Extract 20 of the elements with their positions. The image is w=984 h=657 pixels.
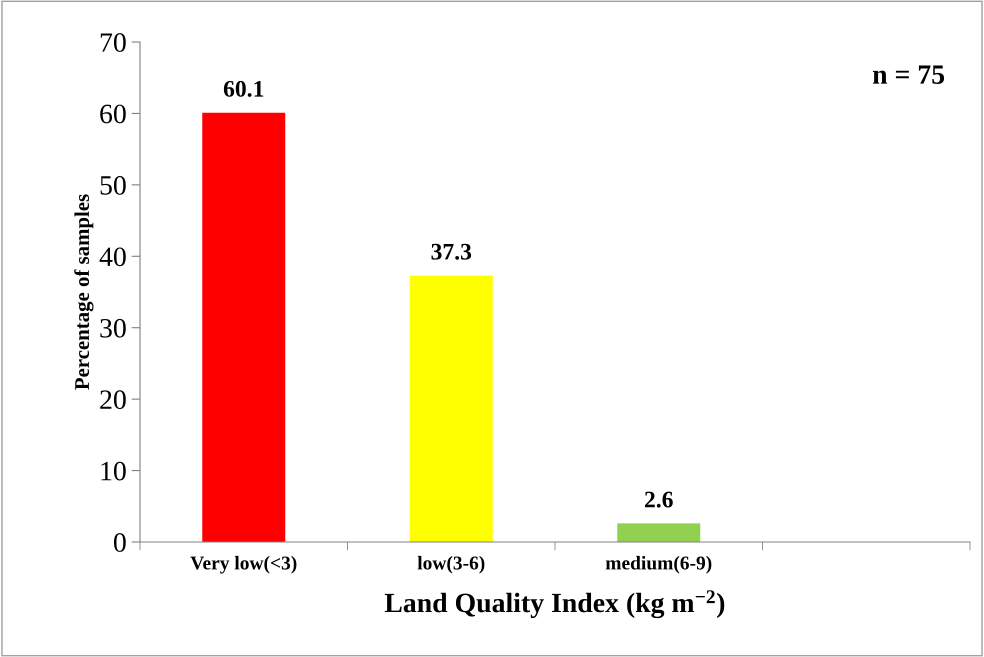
x-tick-label: medium(6-9) <box>606 556 712 574</box>
y-tick-label: 20 <box>100 390 126 410</box>
y-tick-label: 30 <box>100 318 126 338</box>
y-tick-label: 70 <box>100 33 126 52</box>
bar <box>410 276 493 542</box>
data-label: 2.6 <box>644 492 673 508</box>
y-tick-label: 0 <box>114 533 126 552</box>
y-tick-label: 40 <box>100 247 126 266</box>
data-label: 60.1 <box>224 80 264 97</box>
x-axis-title: Land Quality Index (kg m$^{−2}$) <box>384 590 724 618</box>
y-tick-label: 50 <box>100 176 126 195</box>
bar <box>202 112 286 542</box>
y-tick-label: 60 <box>100 104 126 124</box>
y-axis-title: Percentage of samples <box>74 194 94 390</box>
x-tick-label: low(3-6) <box>418 556 484 574</box>
bar <box>617 523 700 542</box>
y-tick-label: 10 <box>101 462 126 480</box>
annotation: n = 75 <box>872 65 944 84</box>
x-tick-label: Very low(<3) <box>190 556 296 574</box>
data-label: 37.3 <box>431 244 472 260</box>
